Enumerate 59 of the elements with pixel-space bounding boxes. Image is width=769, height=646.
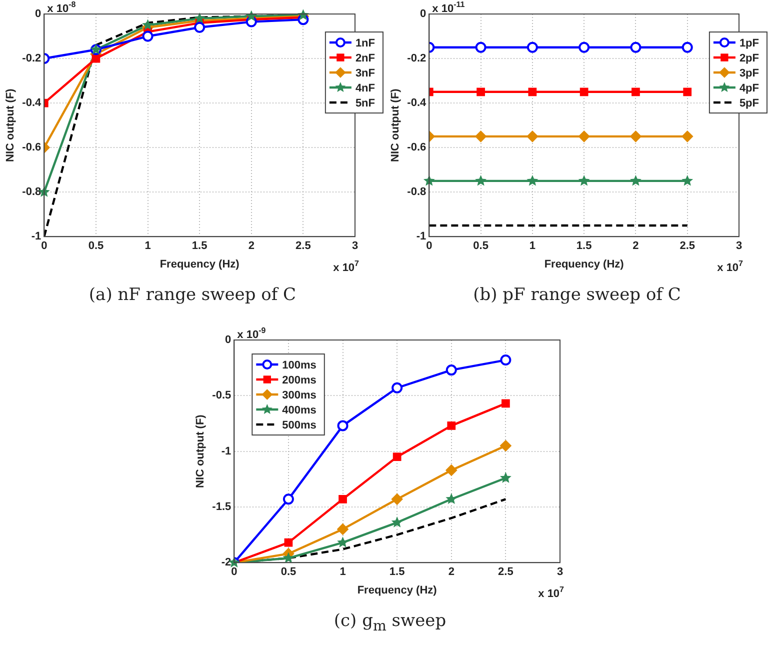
legend-label: 5pF <box>739 98 760 110</box>
x-tick-label: 0.5 <box>88 240 104 252</box>
x-tick-label: 2.5 <box>680 240 696 252</box>
x-tick-label: 3 <box>736 240 742 252</box>
y-axis-title: NIC output (F) <box>4 88 17 162</box>
x-tick-label: 2.5 <box>498 566 514 578</box>
x-tick-label: 1.5 <box>192 240 208 252</box>
y-tick-label: -1.5 <box>212 500 232 513</box>
legend-label: 5nF <box>355 98 376 110</box>
y-tick-label: 0 <box>225 334 232 346</box>
x-tick-label: 2 <box>632 240 639 252</box>
y-tick-label: -2 <box>221 556 232 569</box>
text: (a) nF range sweep of C <box>88 285 298 305</box>
x-tick-label: 1 <box>529 240 536 252</box>
legend-label: 3nF <box>355 68 376 80</box>
y-tick-label: -0.4 <box>407 97 428 110</box>
legend-label: 4nF <box>355 82 376 95</box>
x-tick-label: 0.5 <box>280 566 296 578</box>
x-tick-label: 2.5 <box>296 240 311 252</box>
y-tick-label: -0.5 <box>212 390 232 402</box>
legend-label: 4pF <box>739 82 760 95</box>
y-tick-label: -1 <box>31 230 42 243</box>
y-tick-label: 0 <box>35 8 42 20</box>
legend-label: 200ms <box>282 374 316 387</box>
legend-label: 1nF <box>355 38 376 50</box>
legend-label: 100ms <box>282 360 316 372</box>
x-tick-label: 2 <box>248 240 254 252</box>
legend-label: 2nF <box>355 52 376 65</box>
y-tick-label: -0.8 <box>22 186 42 198</box>
y-tick-label: -0.2 <box>22 52 42 65</box>
y-tick-label: -0.8 <box>407 186 426 198</box>
x-tick-label: 1 <box>144 240 151 252</box>
y-tick-label: -0.6 <box>407 142 426 154</box>
text: (c) g$_{m}$ sweep <box>332 611 448 634</box>
legend-label: 500ms <box>282 420 316 432</box>
legend-label: 1pF <box>739 38 760 50</box>
text: (b) pF range sweep of C <box>472 285 682 305</box>
legend-label: 3pF <box>739 68 760 80</box>
x-axis-title: Frequency (Hz) <box>160 258 240 270</box>
legend-label: 400ms <box>282 404 316 417</box>
x-tick-label: 1.5 <box>389 566 405 578</box>
x-tick-label: 1.5 <box>576 240 592 252</box>
x-tick-label: 3 <box>352 240 358 252</box>
y-tick-label: -1 <box>221 445 232 458</box>
x-axis-title: Frequency (Hz) <box>357 584 438 596</box>
x-axis-title: Frequency (Hz) <box>544 258 624 270</box>
x-tick-label: 1 <box>340 566 346 578</box>
x-tick-label: 0.5 <box>473 240 488 252</box>
y-axis-title: NIC output (F) <box>390 88 402 162</box>
x-tick-label: 2 <box>448 566 454 578</box>
y-tick-label: 0 <box>420 8 426 20</box>
y-axis-title: NIC output (F) <box>194 414 207 488</box>
legend-label: 300ms <box>282 390 316 402</box>
y-tick-label: -1 <box>416 230 426 243</box>
y-tick-label: -0.6 <box>22 142 42 154</box>
legend-label: 2pF <box>739 52 760 65</box>
y-tick-label: -0.2 <box>407 52 426 65</box>
x-tick-label: 3 <box>556 566 564 578</box>
y-tick-label: -0.4 <box>22 97 42 110</box>
